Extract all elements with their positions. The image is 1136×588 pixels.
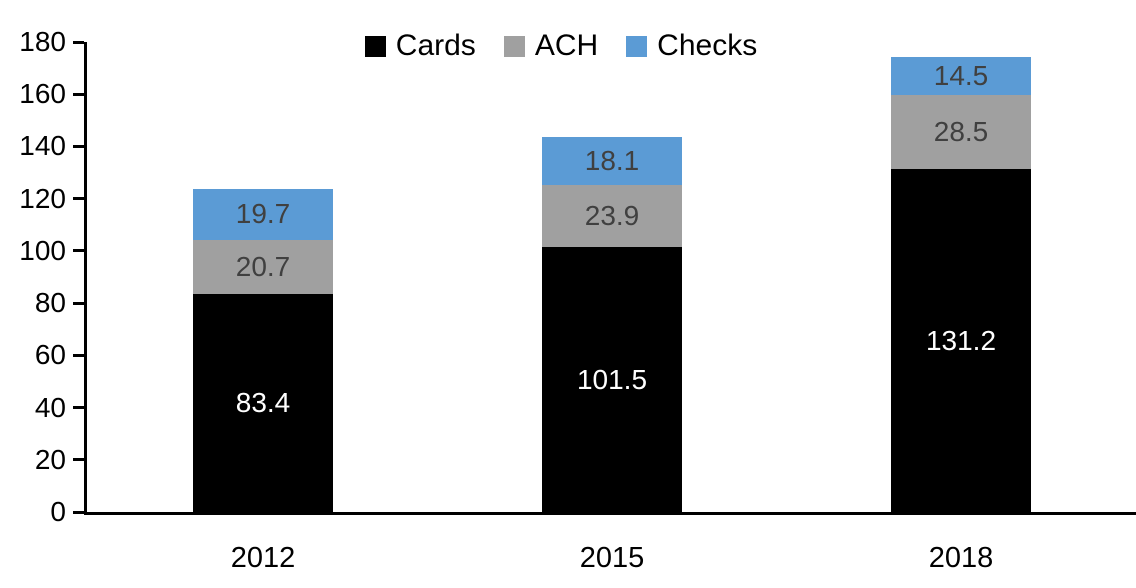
bar-value-label: 101.5 bbox=[576, 363, 648, 395]
y-axis-tick bbox=[73, 301, 84, 305]
x-axis-label: 2012 bbox=[230, 542, 296, 574]
x-axis-label: 2018 bbox=[928, 542, 994, 574]
y-axis-label: 40 bbox=[34, 391, 66, 423]
y-axis-label: 180 bbox=[19, 26, 66, 57]
bar-segment-2015-cards: 101.5 bbox=[542, 247, 682, 512]
y-axis-tick bbox=[73, 353, 84, 357]
bar-segment-2015-ach: 23.9 bbox=[542, 184, 682, 247]
legend-label: ACH bbox=[534, 29, 599, 62]
y-axis-tick bbox=[73, 40, 84, 44]
y-axis-tick bbox=[73, 144, 84, 148]
bar-value-label: 18.1 bbox=[584, 144, 640, 176]
y-axis-tick bbox=[73, 249, 84, 253]
legend-label: Cards bbox=[395, 29, 476, 62]
legend-label: Checks bbox=[657, 29, 758, 62]
y-axis-label: 160 bbox=[19, 78, 66, 110]
y-axis-tick bbox=[73, 458, 84, 462]
bar-segment-2012-ach: 20.7 bbox=[193, 240, 333, 295]
bar-segment-2018-checks: 14.5 bbox=[891, 57, 1031, 95]
y-axis-label: 100 bbox=[19, 234, 66, 266]
legend-swatch-ach bbox=[503, 35, 525, 57]
bar-value-label: 131.2 bbox=[925, 324, 997, 356]
y-axis-label: 20 bbox=[34, 443, 66, 475]
legend-item-cards: Cards bbox=[364, 29, 476, 62]
y-axis-tick bbox=[73, 510, 84, 514]
bar-segment-2012-cards: 83.4 bbox=[193, 294, 333, 512]
y-axis-label: 80 bbox=[34, 287, 66, 319]
y-axis-label: 60 bbox=[34, 339, 66, 371]
y-axis-label: 0 bbox=[50, 496, 66, 527]
y-axis-tick bbox=[73, 197, 84, 201]
bar-segment-2012-checks: 19.7 bbox=[193, 188, 333, 241]
legend-swatch-cards bbox=[364, 35, 386, 57]
bar-segment-2018-ach: 28.5 bbox=[891, 95, 1031, 170]
y-axis-tick bbox=[73, 92, 84, 96]
bar-value-label: 20.7 bbox=[235, 251, 291, 283]
bar-value-label: 23.9 bbox=[584, 199, 640, 231]
bar-segment-2018-cards: 131.2 bbox=[891, 169, 1031, 512]
x-axis-label: 2015 bbox=[579, 542, 645, 574]
bar-value-label: 19.7 bbox=[235, 198, 291, 230]
bar-value-label: 28.5 bbox=[933, 116, 989, 148]
y-axis-label: 120 bbox=[19, 182, 66, 214]
bar-value-label: 83.4 bbox=[235, 387, 291, 419]
legend-item-ach: ACH bbox=[503, 29, 599, 62]
bar-value-label: 14.5 bbox=[933, 60, 989, 92]
y-axis-tick bbox=[73, 406, 84, 410]
y-axis-line bbox=[84, 42, 87, 515]
x-axis-line bbox=[84, 512, 1136, 515]
bar-segment-2015-checks: 18.1 bbox=[542, 137, 682, 185]
legend-swatch-checks bbox=[626, 35, 648, 57]
chart-legend: Cards ACH Checks bbox=[0, 31, 1122, 61]
legend-item-checks: Checks bbox=[626, 31, 757, 61]
y-axis-label: 140 bbox=[19, 130, 66, 162]
